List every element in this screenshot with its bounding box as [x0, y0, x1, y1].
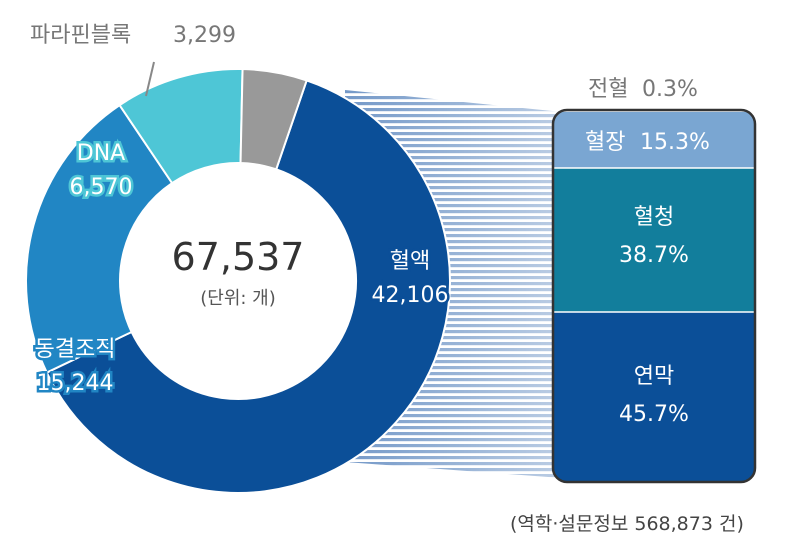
footnote: (역학·설문정보 568,873 건) — [510, 513, 744, 535]
stacked-bar-frame — [551, 108, 757, 484]
segment-label-name-3: 연막 — [634, 364, 674, 389]
slice-label-value-1: 15,244 — [37, 371, 114, 396]
stacked-bar — [553, 110, 755, 482]
donut-center-disc — [120, 163, 356, 399]
segment-label-name-1: 혈장 — [585, 130, 625, 155]
segment-label-value-0: 0.3% — [642, 77, 698, 102]
bar-segment-3 — [553, 311, 755, 482]
segment-label-name-2: 혈청 — [634, 205, 674, 230]
segment-label-value-1: 15.3% — [640, 130, 710, 155]
slice-label-value-3: 3,299 — [173, 23, 236, 48]
segment-label-value-2: 38.7% — [619, 243, 689, 268]
segment-label-name-0: 전혈 — [588, 77, 628, 102]
donut-chart — [25, 68, 451, 494]
slice-label-name-1: 동결조직 — [35, 337, 116, 362]
donut-unit: (단위: 개) — [200, 288, 276, 309]
slice-label-name-2: DNA — [77, 141, 125, 166]
bar-segment-1 — [553, 111, 755, 169]
slice-callout-line — [145, 61, 155, 97]
slice-label-value-0: 42,106 — [372, 283, 449, 308]
bar-segment-2 — [553, 168, 755, 312]
slice-label-name-3: 파라핀블록 — [30, 23, 131, 48]
slice-label-value-2: 6,570 — [70, 175, 133, 200]
donut-total: 67,537 — [172, 235, 305, 279]
slice-label-name-0: 혈액 — [390, 249, 430, 274]
segment-label-value-3: 45.7% — [619, 402, 689, 427]
